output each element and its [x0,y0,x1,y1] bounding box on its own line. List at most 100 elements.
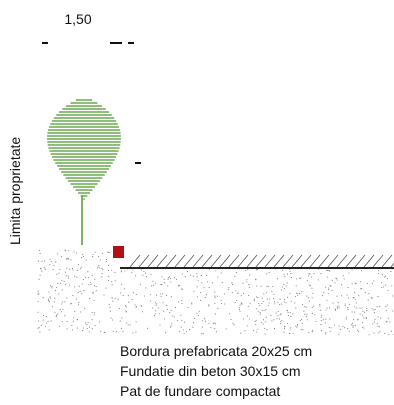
dot [279,314,281,316]
dot [296,278,298,280]
dot [373,321,376,323]
dot [248,286,250,288]
dot [140,304,142,307]
dot [80,257,83,259]
dot [62,301,64,303]
dot [128,301,130,303]
dot [352,296,354,299]
dot [181,319,183,321]
dot [64,301,66,303]
dot [361,288,363,290]
dot [109,306,111,308]
dot [40,267,42,269]
dot [85,259,87,261]
dot [246,281,248,283]
dot [295,285,297,287]
dot [342,275,344,277]
dot [239,310,241,312]
dot [111,284,113,286]
dot [135,321,137,323]
dot [48,329,50,331]
dot [309,285,311,287]
dot [366,310,368,312]
dot [66,321,68,323]
dot [109,310,111,312]
dot [308,300,310,302]
dot [178,301,180,303]
dot [374,318,376,320]
dot [44,268,46,270]
dot [119,320,121,322]
dot [379,326,381,328]
dot [37,300,39,303]
dot [135,293,137,296]
dot [71,268,73,270]
stroke [273,254,285,268]
dot [61,303,63,305]
dot [104,331,106,333]
dot [165,332,167,334]
dot [255,331,257,333]
dot [242,282,244,284]
dot [300,277,302,279]
dot [76,327,78,329]
dot [201,326,203,328]
dot [61,279,63,282]
dot [163,282,165,284]
dot [277,301,279,303]
dot [289,332,291,334]
dot [166,308,168,310]
dot [108,251,110,254]
dot [92,291,94,293]
dot [174,277,176,279]
dot [60,311,62,313]
dot [182,329,184,331]
dot [78,301,80,303]
dot [157,307,159,309]
dot [283,331,285,333]
dot [351,311,353,313]
dot [289,270,291,272]
dot [306,280,309,282]
dot [301,318,303,321]
dot [305,316,307,318]
dot [373,312,375,314]
stroke [354,254,366,268]
dot [135,306,137,308]
dot [127,324,129,326]
dot [304,306,306,308]
dot [386,304,388,306]
dot [365,317,367,319]
dot [366,282,368,284]
dot [313,272,315,275]
dot [327,292,329,295]
dot [294,295,297,298]
dot [231,291,233,293]
dot [131,298,133,301]
dot [228,287,230,289]
stroke [156,254,168,268]
legend-item: Fundatie din beton 30x15 cm [120,363,301,379]
dot [202,333,204,335]
dot [343,327,345,329]
dot [384,276,386,278]
dot [348,304,350,306]
dot [260,321,262,324]
dot [72,295,74,297]
dot [350,324,352,326]
dot [178,284,180,287]
dot [376,306,378,308]
dot [121,317,123,319]
dot [289,292,291,294]
dot [246,315,248,317]
dot [253,298,255,300]
legend-item: Bordura prefabricata 20x25 cm [120,343,312,359]
dot [354,311,356,313]
dot [214,296,216,298]
dot [231,282,233,284]
dot [335,278,337,280]
dot [365,318,367,320]
dot [43,267,45,269]
dot [248,284,250,286]
